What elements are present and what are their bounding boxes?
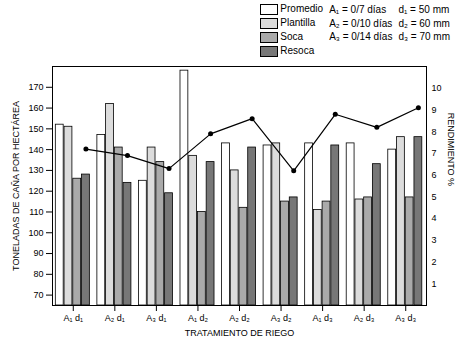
svg-text:170: 170 [28,82,43,92]
svg-text:8: 8 [432,127,437,137]
svg-text:A₂ d₃: A₂ d₃ [354,313,375,323]
svg-text:150: 150 [28,124,43,134]
svg-text:160: 160 [28,103,43,113]
svg-text:TRATAMIENTO DE RIEGO: TRATAMIENTO DE RIEGO [185,328,295,338]
svg-text:3: 3 [432,235,437,245]
svg-text:90: 90 [33,248,43,258]
svg-text:140: 140 [28,145,43,155]
svg-text:7: 7 [432,148,437,158]
svg-text:1: 1 [432,279,437,289]
svg-text:A₃ d₃: A₃ d₃ [395,313,416,323]
svg-text:6: 6 [432,170,437,180]
html-text:d₃ = 70 mm: d₃ = 70 mm [398,31,450,43]
svg-text:A₃ d₁: A₃ d₁ [146,313,166,323]
svg-text:70: 70 [33,290,43,300]
html-text:d₁ = 50 mm: d₁ = 50 mm [398,3,450,15]
html-text:d₂ = 60 mm: d₂ = 60 mm [398,17,450,29]
html-text:Resoca: Resoca [277,44,315,56]
html-text:A₃ = 0/14 días: A₃ = 0/14 días [329,31,393,43]
svg-text:130: 130 [28,165,43,175]
svg-text:4: 4 [432,213,437,223]
svg-text:5: 5 [432,192,437,202]
svg-text:80: 80 [33,269,43,279]
svg-text:TONELADAS DE CAÑA POR HECTÁREA: TONELADAS DE CAÑA POR HECTÁREA [11,101,21,271]
svg-text:A₁ d₃: A₁ d₃ [313,313,334,323]
svg-text:A₂ d₁: A₂ d₁ [105,313,125,323]
svg-text:A₁ d₂: A₁ d₂ [188,313,209,323]
svg-text:120: 120 [28,186,43,196]
html-text:A₁ = 0/7 días: A₁ = 0/7 días [329,3,387,15]
html-text:Soca: Soca [277,30,304,42]
svg-text:A₁ d₁: A₁ d₁ [63,313,83,323]
svg-text:9: 9 [432,105,437,115]
svg-text:A₂ d₂: A₂ d₂ [229,313,250,323]
svg-text:100: 100 [28,228,43,238]
svg-text:2: 2 [432,257,437,267]
svg-text:110: 110 [29,207,43,217]
svg-text:10: 10 [432,83,442,93]
html-text:A₂ = 0/10 días: A₂ = 0/10 días [329,17,393,29]
html-text:Plantilla: Plantilla [277,17,316,29]
svg-text:RENDIMIENTO %: RENDIMIENTO % [446,113,456,186]
html-text:Promedio: Promedio [277,3,324,15]
svg-text:A₃ d₂: A₃ d₂ [271,313,292,323]
